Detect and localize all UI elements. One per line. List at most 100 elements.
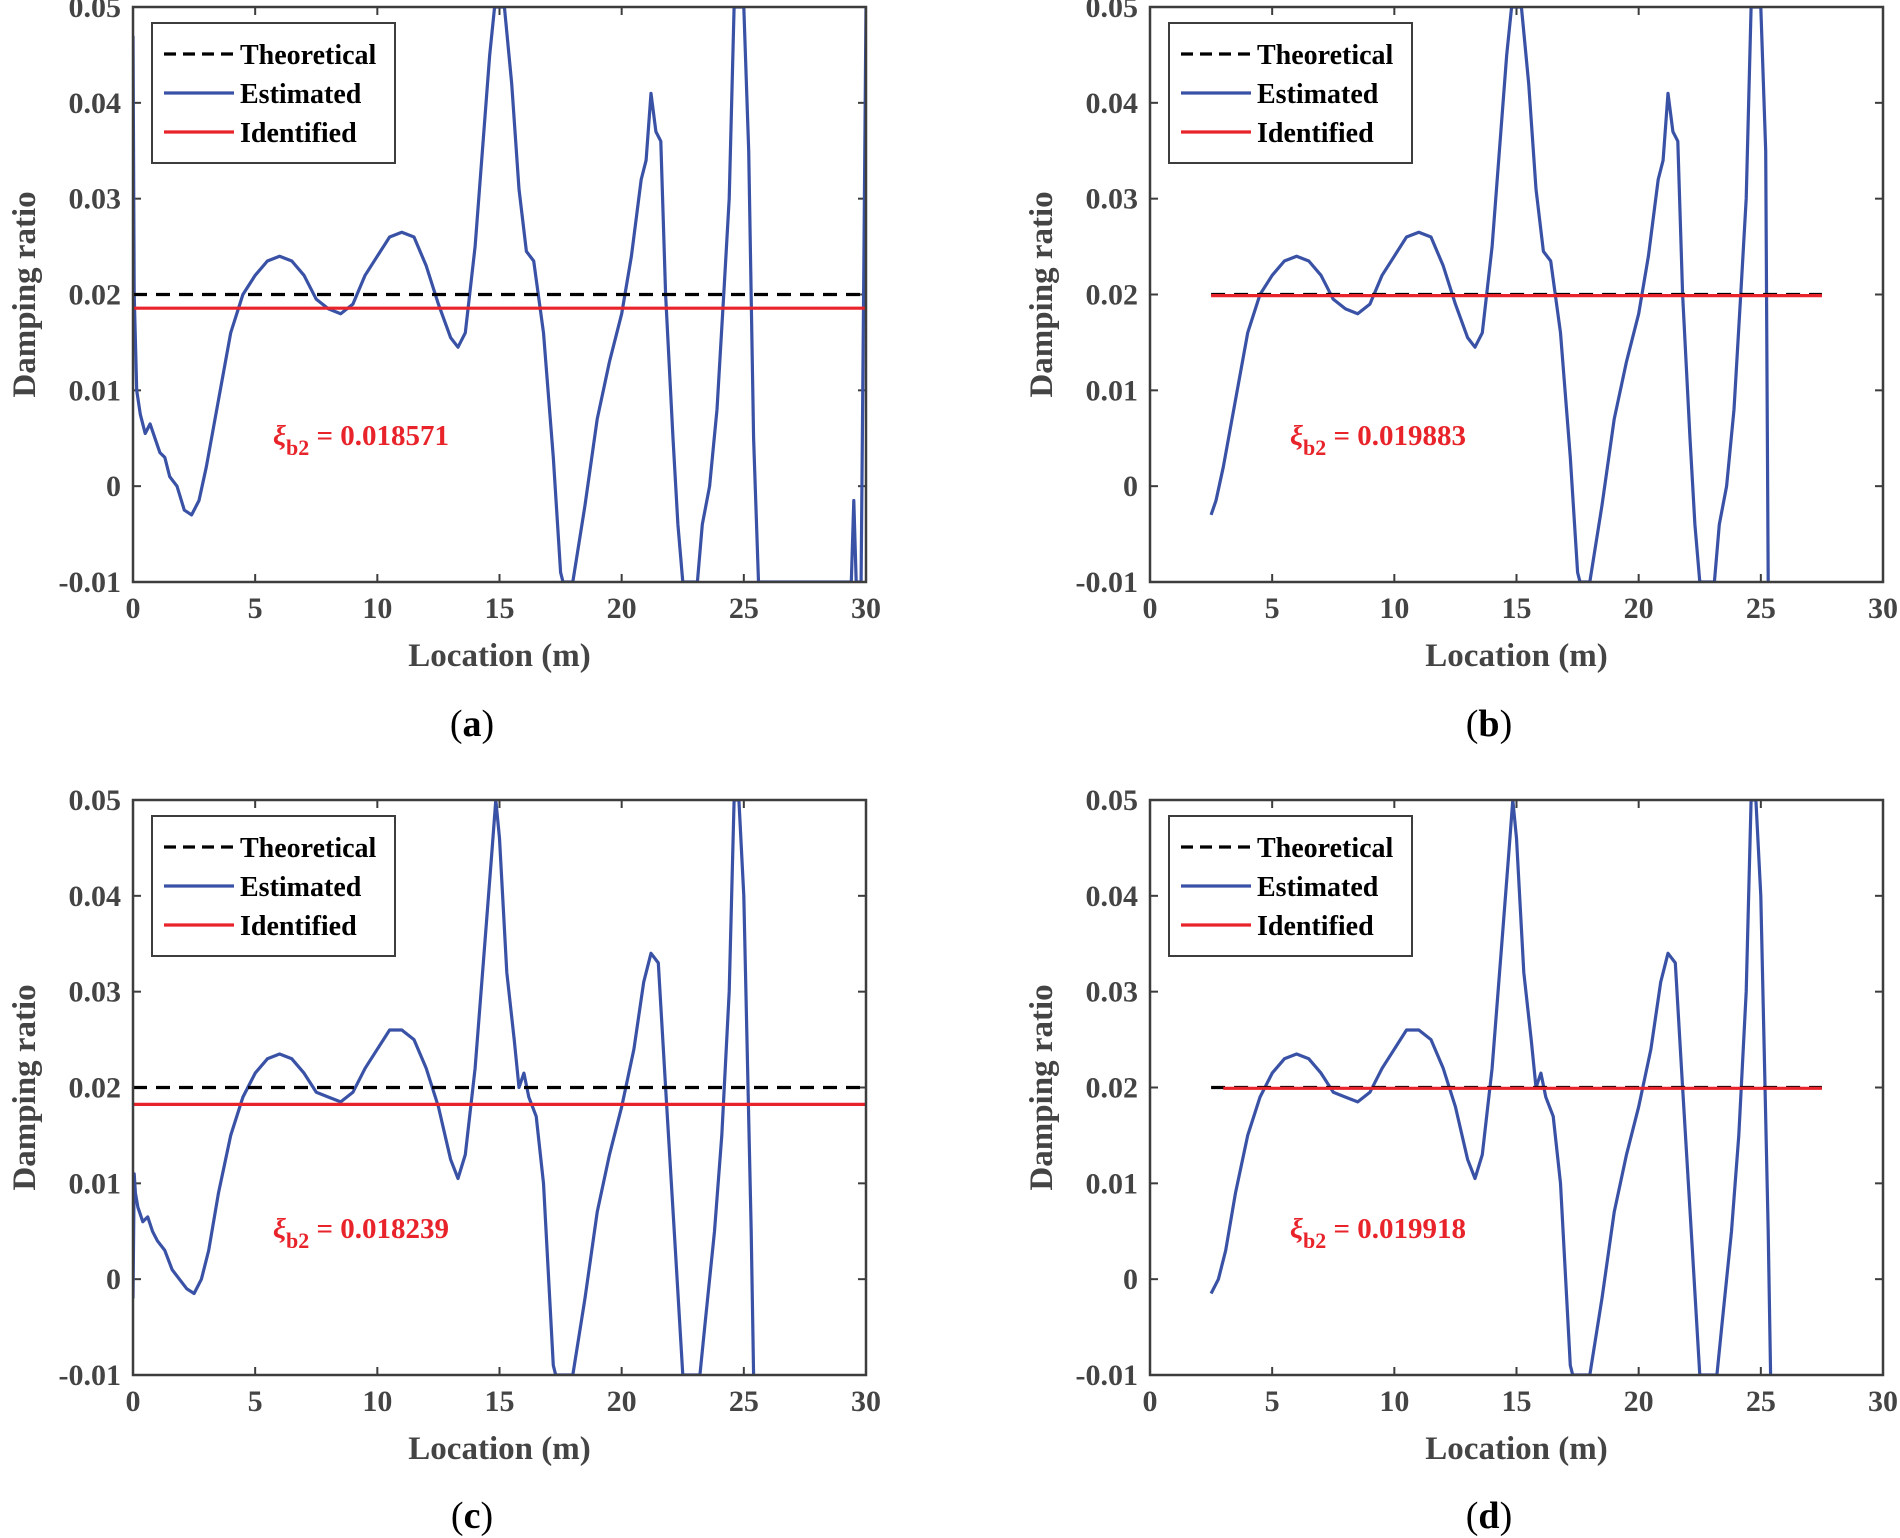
chart-b-ytick-label: 0.04 [1086, 87, 1139, 120]
chart-b-ytick-label: -0.01 [1076, 566, 1139, 599]
chart-b-annotation: ξb2 = 0.019883 [1290, 420, 1466, 460]
chart-c-ytick-label: 0.05 [69, 784, 122, 817]
chart-b-xtick-label: 30 [1868, 592, 1898, 625]
chart-d-annotation: ξb2 = 0.019918 [1290, 1213, 1466, 1253]
chart-c-xtick-label: 0 [126, 1385, 141, 1418]
chart-c-ytick-label: 0.04 [69, 880, 122, 913]
chart-a-ytick-label: -0.01 [59, 566, 122, 599]
chart-c-axes-frame [131, 798, 868, 1377]
panel-label-a: (a) [449, 703, 495, 745]
panel-label-b: (b) [1465, 703, 1513, 745]
chart-a-xtick-label: 20 [607, 592, 637, 625]
chart-c-ytick-label: -0.01 [59, 1359, 122, 1392]
chart-b-xtick-label: 20 [1624, 592, 1654, 625]
chart-a-ytick-label: 0.03 [69, 183, 122, 216]
chart-c-annotation-symbol: ξ [273, 1213, 286, 1245]
chart-a-annotation-symbol: ξ [273, 420, 286, 452]
chart-d-xtick-label: 5 [1265, 1385, 1280, 1418]
chart-a-axes-frame [131, 5, 868, 584]
chart-b-annotation-symbol: ξ [1290, 420, 1303, 452]
chart-d-ytick-label: -0.01 [1076, 1359, 1139, 1392]
chart-c-xtick-label: 5 [248, 1385, 263, 1418]
chart-b: 0 5 10 15 20 25 30-0.0100.010.020.030.040.05Lo… [1024, 0, 1898, 674]
chart-a-legend-label-estimated: Estimated [240, 79, 362, 110]
chart-a-xtick-label: 25 [729, 592, 759, 625]
chart-a: 0 5 10 15 20 25 30-0.0100.010.020.030.040.05Lo… [7, 0, 881, 674]
chart-c-legend-label-theoretical: Theoretical [240, 833, 377, 864]
chart-b-ylabel: Damping ratio [1024, 191, 1060, 397]
chart-c-xtick-label: 25 [729, 1385, 759, 1418]
panel-label-d: (d) [1465, 1495, 1513, 1537]
chart-a-legend-box [151, 22, 396, 164]
chart-b-annotation-value: = 0.019883 [1326, 420, 1466, 452]
chart-b-xtick-label: 0 [1143, 592, 1158, 625]
chart-d-ytick-label: 0.04 [1086, 880, 1139, 913]
chart-a-ytick-label: 0 [106, 470, 121, 503]
chart-a-ylabel: Damping ratio [7, 191, 43, 397]
chart-c-ytick-label: 0.02 [69, 1072, 122, 1105]
chart-d-series-estimated [1209, 800, 1773, 1375]
chart-a-annotation: ξb2 = 0.018571 [273, 420, 449, 460]
chart-b-xtick-label: 10 [1379, 592, 1409, 625]
chart-a-series-estimated [133, 7, 866, 582]
chart-b-series-estimated [1209, 7, 1770, 582]
chart-c-annotation-subscript: b2 [286, 1228, 309, 1253]
chart-a-xlabel: Location (m) [408, 638, 590, 674]
chart-d-xtick-label: 0 [1143, 1385, 1158, 1418]
chart-a-ytick-label: 0.05 [69, 0, 122, 24]
chart-c: 0 5 10 15 20 25 30-0.0100.010.020.030.040.05Lo… [7, 784, 881, 1467]
chart-a-legend-label-identified: Identified [240, 118, 357, 149]
chart-b-xlabel: Location (m) [1425, 638, 1607, 674]
chart-b-xtick-label: 25 [1746, 592, 1776, 625]
chart-a-annotation-value: = 0.018571 [309, 420, 449, 452]
chart-a-xtick-label: 0 [126, 592, 141, 625]
chart-b-ytick-label: 0.02 [1086, 279, 1139, 312]
chart-d-ytick-label: 0.01 [1086, 1167, 1139, 1200]
chart-b-legend-label-estimated: Estimated [1257, 79, 1379, 110]
chart-d-legend: Theoretical Estimated Identified [1168, 815, 1413, 957]
chart-a-ytick-label: 0.02 [69, 279, 122, 312]
chart-d-xtick-label: 30 [1868, 1385, 1898, 1418]
chart-d-legend-label-theoretical: Theoretical [1257, 833, 1394, 864]
chart-d-xtick-label: 15 [1502, 1385, 1532, 1418]
chart-d: 0 5 10 15 20 25 30-0.0100.010.020.030.040.05Lo… [1024, 784, 1898, 1467]
chart-a-ytick-label: 0.01 [69, 374, 122, 407]
chart-d-legend-label-identified: Identified [1257, 911, 1374, 942]
chart-a-annotation-subscript: b2 [286, 435, 309, 460]
chart-d-ylabel: Damping ratio [1024, 984, 1060, 1190]
chart-a-xtick-label: 30 [851, 592, 881, 625]
chart-d-annotation-value: = 0.019918 [1326, 1213, 1466, 1245]
chart-c-ytick-label: 0 [106, 1263, 121, 1296]
chart-c-xtick-label: 15 [485, 1385, 515, 1418]
chart-b-ytick-label: 0 [1123, 470, 1138, 503]
chart-b-legend-label-identified: Identified [1257, 118, 1374, 149]
chart-d-axes-frame [1148, 798, 1885, 1377]
chart-c-annotation: ξb2 = 0.018239 [273, 1213, 449, 1253]
chart-d-ytick-label: 0.05 [1086, 784, 1139, 817]
chart-d-ytick-label: 0.03 [1086, 976, 1139, 1009]
chart-c-xtick-label: 20 [607, 1385, 637, 1418]
chart-c-legend: Theoretical Estimated Identified [151, 815, 396, 957]
chart-b-legend-label-theoretical: Theoretical [1257, 40, 1394, 71]
chart-b-xtick-label: 5 [1265, 592, 1280, 625]
chart-d-annotation-symbol: ξ [1290, 1213, 1303, 1245]
panel-label-c: (c) [450, 1495, 494, 1537]
chart-c-ytick-label: 0.01 [69, 1167, 122, 1200]
chart-d-annotation-subscript: b2 [1303, 1228, 1326, 1253]
chart-b-ytick-label: 0.05 [1086, 0, 1139, 24]
chart-a-xtick-label: 10 [362, 592, 392, 625]
chart-a-ytick-label: 0.04 [69, 87, 122, 120]
chart-c-ylabel: Damping ratio [7, 984, 43, 1190]
chart-b-xtick-label: 15 [1502, 592, 1532, 625]
chart-c-xtick-label: 10 [362, 1385, 392, 1418]
chart-b-ytick-label: 0.01 [1086, 374, 1139, 407]
chart-a-legend-label-theoretical: Theoretical [240, 40, 377, 71]
chart-b-axes-frame [1148, 5, 1885, 584]
chart-d-xtick-label: 25 [1746, 1385, 1776, 1418]
chart-d-xtick-label: 10 [1379, 1385, 1409, 1418]
chart-c-xlabel: Location (m) [408, 1431, 590, 1467]
chart-d-ytick-label: 0.02 [1086, 1072, 1139, 1105]
chart-c-annotation-value: = 0.018239 [309, 1213, 449, 1245]
chart-c-xtick-label: 30 [851, 1385, 881, 1418]
